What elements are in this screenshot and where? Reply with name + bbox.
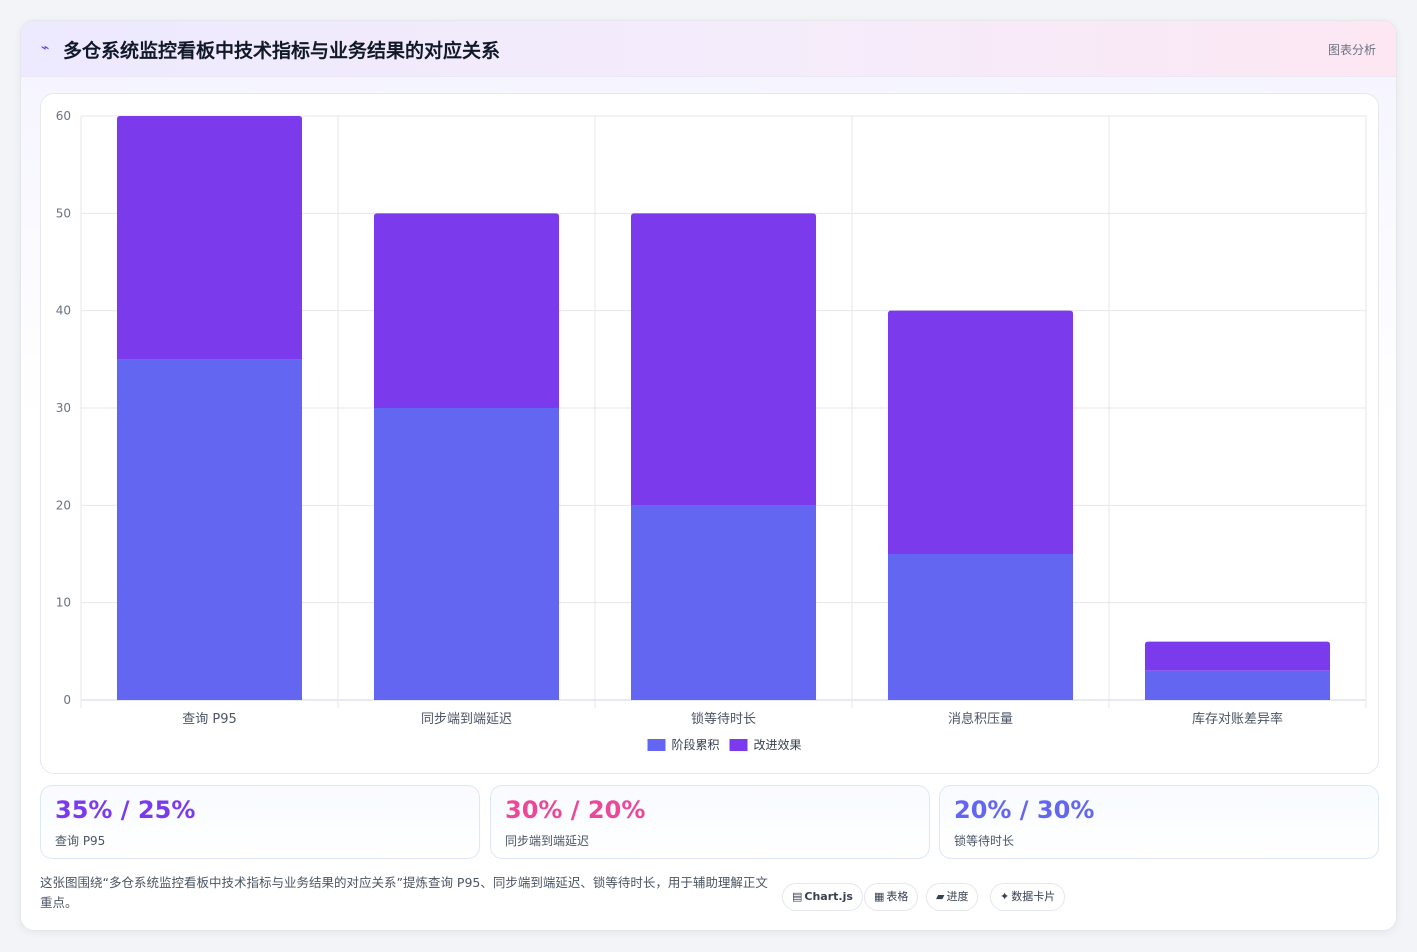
legend-swatch bbox=[729, 739, 748, 751]
stat-card: 30% / 20% 同步端到端延迟 bbox=[490, 785, 930, 859]
chart-analysis-tag: 图表分析 bbox=[1327, 43, 1376, 57]
chip-table[interactable]: ▦ 表格 bbox=[864, 883, 919, 911]
stat-value: 30% / 20% bbox=[505, 796, 646, 824]
card-header: ⌁ 多仓系统监控看板中技术指标与业务结果的对应关系 图表分析 bbox=[21, 21, 1396, 77]
bar-segment bbox=[630, 505, 817, 700]
legend-label: 阶段累积 bbox=[672, 737, 720, 752]
x-tick-label: 库存对账差异率 bbox=[1192, 711, 1283, 727]
bar-segment bbox=[373, 213, 560, 408]
chip-chartjs[interactable]: ▤ Chart.js bbox=[782, 883, 863, 911]
bar-segment bbox=[1144, 670, 1331, 700]
chip-label: Chart.js bbox=[804, 890, 853, 903]
chart-icon: ▤ bbox=[792, 890, 803, 903]
chart-card: ⌁ 多仓系统监控看板中技术指标与业务结果的对应关系 图表分析 0 10 20 30 40… bbox=[20, 20, 1397, 931]
bar-segment bbox=[116, 116, 303, 360]
progress-icon: ▰ bbox=[936, 890, 945, 903]
x-tick-label: 查询 P95 bbox=[182, 712, 237, 727]
stat-value: 35% / 25% bbox=[55, 796, 196, 824]
pulse-icon: ⌁ bbox=[41, 40, 50, 56]
page-title: 多仓系统监控看板中技术指标与业务结果的对应关系 bbox=[63, 40, 501, 62]
legend-swatch bbox=[647, 739, 666, 751]
bar-segment bbox=[1144, 641, 1331, 671]
y-tick-label: 0 bbox=[63, 693, 71, 707]
x-tick-label: 锁等待时长 bbox=[691, 711, 756, 727]
y-tick-label: 60 bbox=[56, 109, 71, 123]
chart-container: 0 10 20 30 40 50 60 查询 P95 同步端到端延迟 锁等待时长 消息积压量 库存对账… bbox=[40, 93, 1379, 774]
stat-label: 同步端到端延迟 bbox=[505, 834, 590, 848]
table-icon: ▦ bbox=[874, 890, 885, 903]
bar-segment bbox=[887, 554, 1074, 700]
x-tick-label: 同步端到端延迟 bbox=[421, 712, 512, 727]
chip-progress[interactable]: ▰ 进度 bbox=[926, 883, 979, 911]
chip-label: 进度 bbox=[946, 890, 969, 903]
bar-segment bbox=[116, 359, 303, 700]
bar-segment bbox=[887, 310, 1074, 554]
stat-cards: 35% / 25% 查询 P95 30% / 20% 同步端到端延迟 20% /… bbox=[40, 785, 1379, 859]
y-tick-label: 40 bbox=[56, 304, 71, 318]
x-tick-label: 消息积压量 bbox=[948, 711, 1013, 727]
chip-data-card[interactable]: ✦ 数据卡片 bbox=[990, 883, 1066, 911]
stat-card: 20% / 30% 锁等待时长 bbox=[939, 785, 1379, 859]
stat-value: 20% / 30% bbox=[954, 796, 1095, 824]
legend-label: 改进效果 bbox=[754, 737, 802, 752]
y-tick-label: 50 bbox=[56, 206, 71, 220]
stat-label: 查询 P95 bbox=[55, 834, 106, 848]
stat-card: 35% / 25% 查询 P95 bbox=[40, 785, 480, 859]
chip-label: 表格 bbox=[886, 890, 909, 903]
bar-segment bbox=[373, 408, 560, 700]
y-tick-label: 30 bbox=[56, 401, 71, 415]
chart-description: 这张图围绕“多仓系统监控看板中技术指标与业务结果的对应关系”提炼查询 P95、同… bbox=[40, 875, 768, 910]
stacked-bar-chart: 0 10 20 30 40 50 60 查询 P95 同步端到端延迟 锁等待时长 消息积压量 库存对账… bbox=[56, 109, 1367, 752]
stat-label: 锁等待时长 bbox=[954, 834, 1015, 848]
sparkle-icon: ✦ bbox=[1000, 890, 1010, 903]
chip-label: 数据卡片 bbox=[1011, 890, 1056, 903]
y-tick-label: 20 bbox=[56, 498, 71, 512]
bar-segment bbox=[630, 213, 817, 506]
y-tick-label: 10 bbox=[56, 596, 71, 610]
